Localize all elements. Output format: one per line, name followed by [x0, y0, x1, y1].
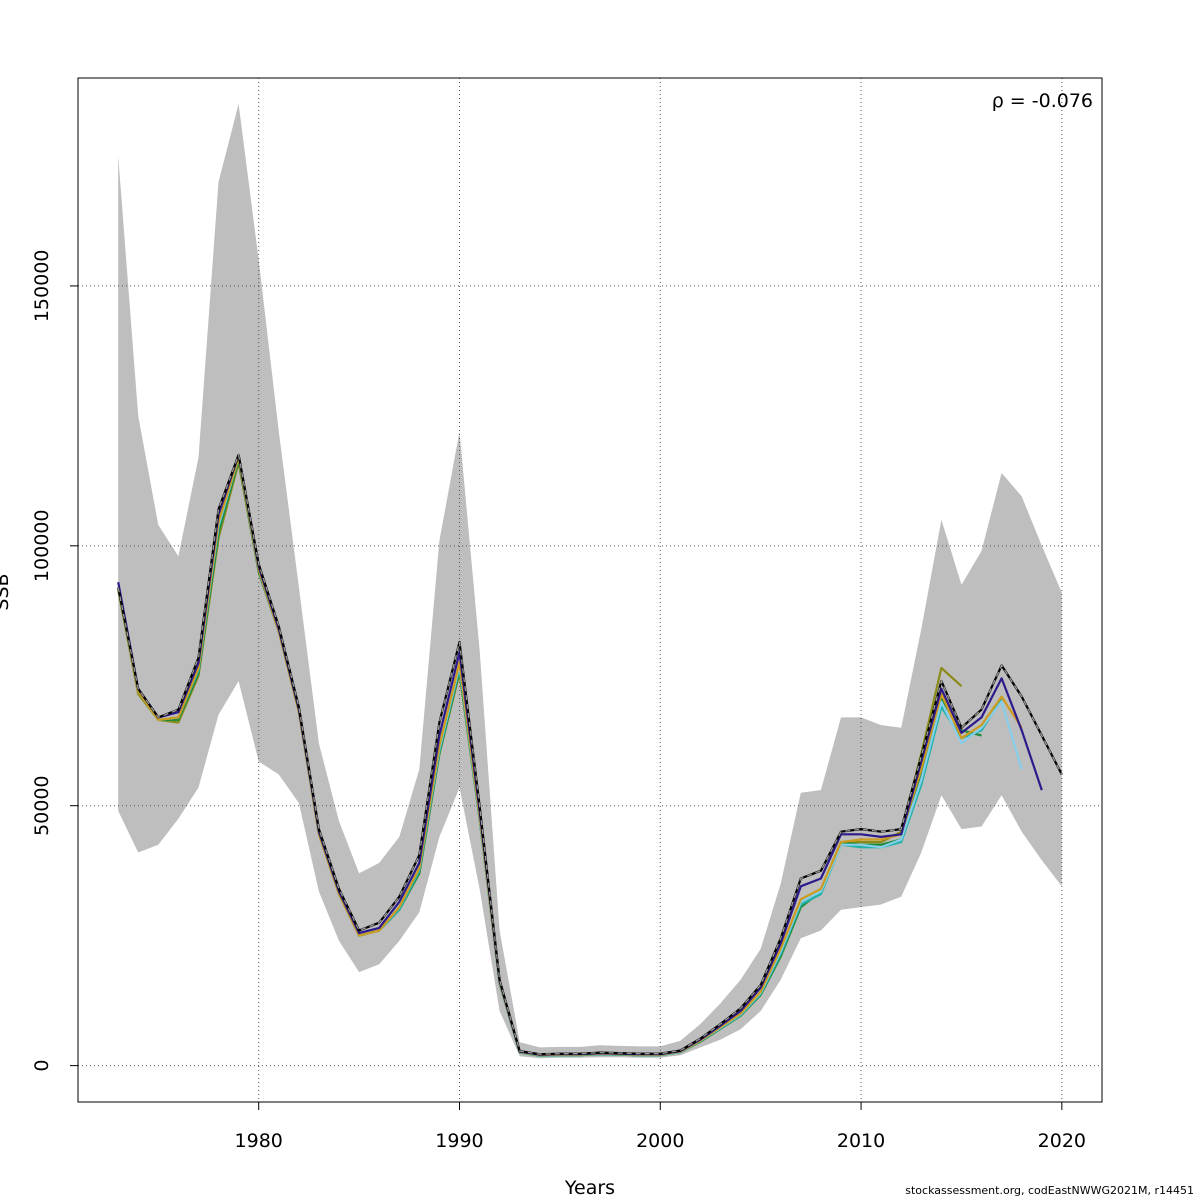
x-tick-label: 1990: [435, 1130, 483, 1152]
x-tick-label: 2010: [837, 1130, 885, 1152]
series-line-1-dash: [117, 452, 1063, 1055]
x-tick-label: 2020: [1038, 1130, 1086, 1152]
series-layer: [117, 452, 1063, 1057]
y-tick-label: 150000: [31, 250, 53, 323]
confidence-band-layer: [118, 104, 1062, 1059]
rho-annotation: ρ = -0.076: [992, 90, 1093, 112]
y-axis-label: SSB: [0, 573, 13, 610]
plot-frame: [77, 77, 1103, 1103]
x-tick-label: 1980: [235, 1130, 283, 1152]
x-axis-label: Years: [564, 1177, 615, 1199]
axis-layer: 1980 1990 2000 2010 2020 0 50000 100000 150000: [31, 250, 1086, 1152]
grid-layer: [78, 78, 1102, 1102]
x-tick-label: 2000: [636, 1130, 684, 1152]
y-tick-label: 100000: [31, 510, 53, 583]
footer-credit: stockassessment.org, codEastNWWG2021M, r…: [905, 1184, 1194, 1197]
confidence-band: [118, 104, 1062, 1059]
y-tick-label: 50000: [31, 775, 53, 835]
y-tick-label: 0: [31, 1060, 53, 1072]
